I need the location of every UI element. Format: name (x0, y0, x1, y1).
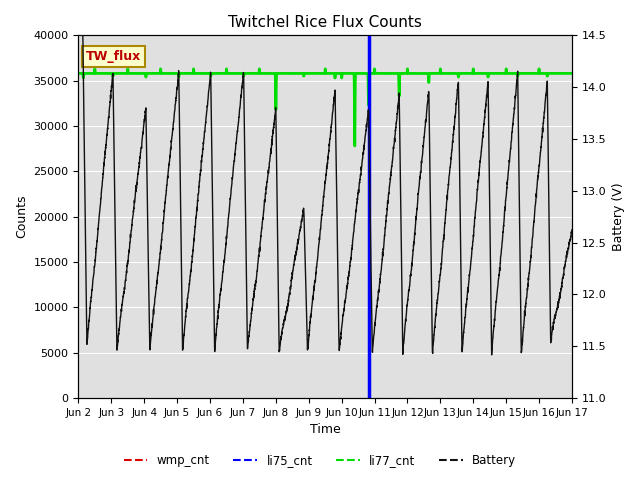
Y-axis label: Counts: Counts (15, 195, 28, 239)
Title: Twitchel Rice Flux Counts: Twitchel Rice Flux Counts (228, 15, 422, 30)
Legend: wmp_cnt, li75_cnt, li77_cnt, Battery: wmp_cnt, li75_cnt, li77_cnt, Battery (119, 449, 521, 472)
Y-axis label: Battery (V): Battery (V) (612, 182, 625, 251)
X-axis label: Time: Time (310, 423, 340, 436)
Text: TW_flux: TW_flux (86, 50, 141, 63)
